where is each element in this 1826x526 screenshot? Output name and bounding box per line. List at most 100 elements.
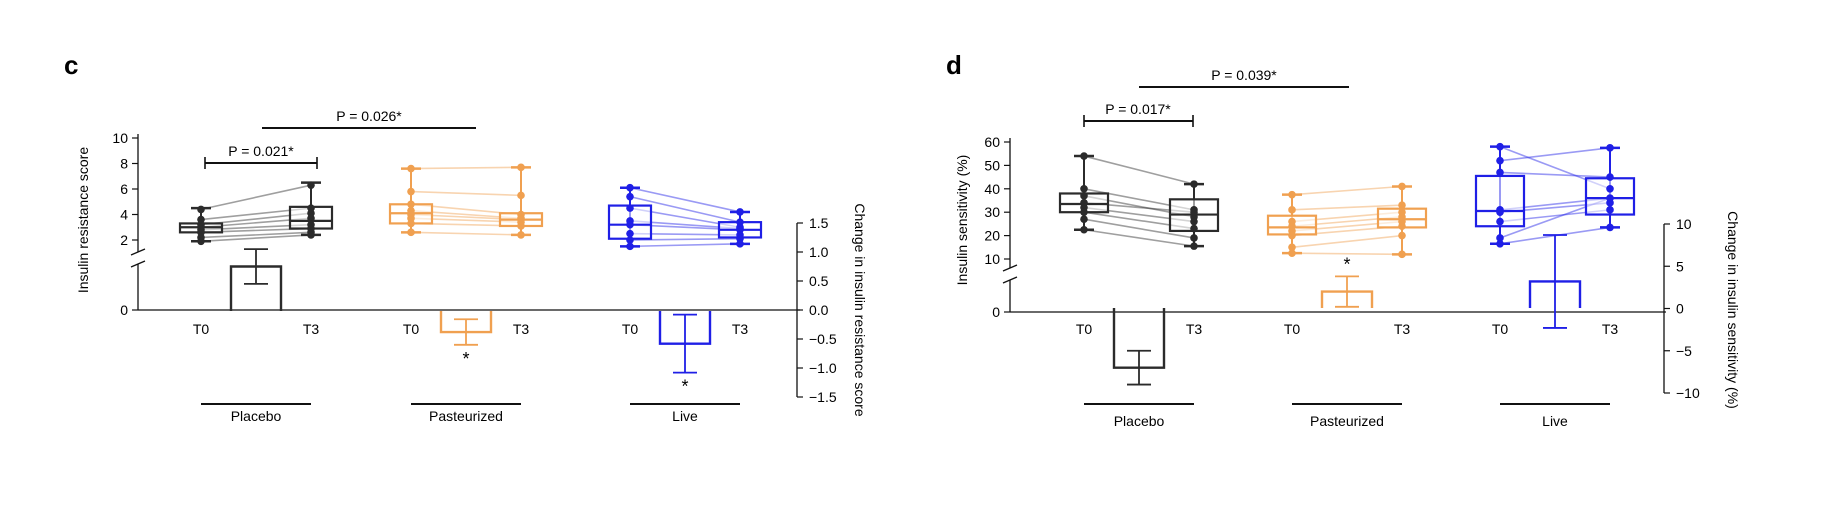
p-value-label: P = 0.021* xyxy=(228,143,294,159)
group-label: Live xyxy=(1542,413,1568,429)
data-point xyxy=(1080,185,1088,193)
data-point xyxy=(517,222,525,230)
timepoint-label: T3 xyxy=(732,321,749,337)
data-point xyxy=(1190,180,1198,188)
data-point xyxy=(626,229,634,238)
data-point xyxy=(626,236,634,244)
y2-axis-label: Change in insulin sensitivity (%) xyxy=(1725,211,1741,409)
data-point xyxy=(1606,173,1614,181)
data-point xyxy=(1496,234,1504,242)
data-point xyxy=(1288,190,1296,199)
y-tick-label: 60 xyxy=(984,134,1000,150)
data-point xyxy=(1606,206,1614,214)
timepoint-label: T0 xyxy=(1284,321,1301,337)
y-tick-label: 2 xyxy=(120,232,128,248)
significance-star: * xyxy=(681,377,688,397)
y2-tick-label: 0.5 xyxy=(809,273,829,289)
data-point xyxy=(1398,250,1406,259)
data-point xyxy=(626,220,634,229)
data-point xyxy=(1606,194,1614,202)
panel-c-insulin-resistance-chart: 0 2 4 6 8 10 Insulin resistance score 1.5 1.0 0.5… xyxy=(75,108,868,424)
y-tick-label: 6 xyxy=(120,181,128,197)
data-point xyxy=(407,219,415,228)
axis-break-mark xyxy=(1002,264,1018,272)
p-value-label: P = 0.026* xyxy=(336,108,402,124)
group-label: Placebo xyxy=(1114,413,1165,429)
panel-letter-d: d xyxy=(946,50,962,80)
p-value-label: P = 0.039* xyxy=(1211,67,1277,83)
data-point xyxy=(626,183,634,192)
data-point xyxy=(1080,208,1088,216)
data-point xyxy=(1080,215,1088,224)
y2-tick-label: 0.0 xyxy=(809,302,829,318)
timepoint-label: T0 xyxy=(1492,321,1509,337)
data-point xyxy=(197,205,205,214)
timepoint-label: T0 xyxy=(622,321,639,337)
y-axis-label: Insulin resistance score xyxy=(75,147,91,294)
data-point xyxy=(1496,168,1504,177)
data-point xyxy=(307,181,315,189)
timepoint-label: T0 xyxy=(403,321,420,337)
y2-tick-label: 5 xyxy=(1676,258,1684,274)
paired-line xyxy=(1083,155,1195,185)
paired-line xyxy=(200,234,312,243)
paired-line xyxy=(1291,252,1403,256)
y2-tick-label: −10 xyxy=(1676,385,1700,401)
group-placebo: T0 T3 Placebo xyxy=(1058,152,1220,429)
y-tick-label: 20 xyxy=(984,228,1000,244)
paired-line xyxy=(200,231,312,239)
y-tick-label: 40 xyxy=(984,181,1000,197)
data-point xyxy=(517,191,525,200)
data-point xyxy=(1398,231,1406,240)
group-pasteurized: T0 T3 * Pasteurized xyxy=(1266,182,1428,429)
data-point xyxy=(1496,208,1504,216)
data-point xyxy=(1398,201,1406,209)
data-point xyxy=(1288,231,1296,240)
y2-tick-label: 10 xyxy=(1676,216,1692,232)
timepoint-label: T3 xyxy=(1186,321,1203,337)
group-placebo: T0 T3 Placebo xyxy=(178,181,334,424)
significance-star: * xyxy=(462,349,469,369)
data-point xyxy=(626,204,634,212)
data-point xyxy=(407,164,415,173)
data-point xyxy=(1080,225,1088,234)
paired-line xyxy=(1499,171,1611,178)
paired-line xyxy=(1083,228,1195,247)
axis-break-mark xyxy=(130,260,146,268)
paired-line xyxy=(1083,218,1195,239)
timepoint-label: T3 xyxy=(513,321,530,337)
y-axis-label: Insulin sensitivity (%) xyxy=(954,155,970,286)
data-point xyxy=(307,214,315,223)
data-point xyxy=(1606,223,1614,232)
data-point xyxy=(407,187,415,196)
data-point xyxy=(1496,156,1504,165)
timepoint-label: T3 xyxy=(303,321,320,337)
paired-line xyxy=(629,195,741,223)
y2-axis-label: Change in insulin resistance score xyxy=(852,203,868,416)
data-point xyxy=(517,163,525,172)
data-point xyxy=(736,208,744,216)
data-point xyxy=(1190,234,1198,242)
axis-break-mark xyxy=(130,248,146,256)
y-tick-label: 30 xyxy=(984,204,1000,220)
y-tick-label: 10 xyxy=(112,130,128,146)
data-point xyxy=(1080,192,1088,200)
group-label: Pasteurized xyxy=(429,408,503,424)
data-point xyxy=(626,242,634,251)
paired-line xyxy=(1499,147,1611,162)
data-point xyxy=(197,237,205,246)
data-point xyxy=(1190,208,1198,216)
data-point xyxy=(1288,243,1296,252)
paired-line xyxy=(1291,185,1403,196)
data-point xyxy=(736,240,744,248)
data-point xyxy=(1496,239,1504,248)
data-point xyxy=(1190,242,1198,250)
data-point xyxy=(407,228,415,237)
data-point xyxy=(407,200,415,209)
group-label: Live xyxy=(672,408,698,424)
panel-letter-c: c xyxy=(64,50,78,80)
data-point xyxy=(1080,152,1088,160)
y-tick-label: 4 xyxy=(120,207,128,223)
